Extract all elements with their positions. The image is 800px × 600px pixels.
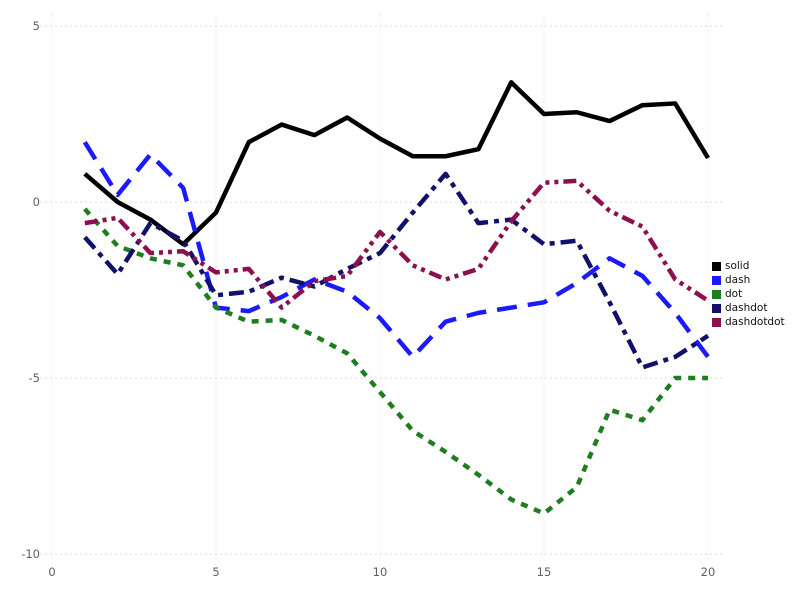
legend-label: solid bbox=[725, 260, 750, 272]
x-axis-tick-label: 5 bbox=[212, 565, 219, 579]
legend-label: dot bbox=[725, 288, 743, 300]
x-axis-tick-label: 10 bbox=[373, 565, 388, 579]
legend-item-dashdot: dashdot bbox=[712, 303, 785, 314]
series-line-dot bbox=[83, 207, 708, 516]
y-axis-tick-label: -5 bbox=[29, 371, 40, 385]
legend-swatch-icon bbox=[712, 304, 721, 313]
legend-label: dashdotdot bbox=[725, 316, 785, 328]
legend-swatch-icon bbox=[712, 318, 721, 327]
x-axis-tick-label: 15 bbox=[537, 565, 552, 579]
legend-swatch-icon bbox=[712, 290, 721, 299]
legend-label: dashdot bbox=[725, 302, 768, 314]
legend: solid dash dot dashdot dashdotdot bbox=[712, 261, 785, 328]
y-axis-tick-label: 5 bbox=[33, 19, 40, 33]
series-line-dashdot bbox=[83, 171, 710, 370]
series-line-solid bbox=[83, 80, 710, 247]
x-axis-tick-label: 20 bbox=[701, 565, 716, 579]
series-line-dashdotdot bbox=[84, 178, 710, 310]
legend-swatch-icon bbox=[712, 276, 721, 285]
legend-item-dot: dot bbox=[712, 289, 785, 300]
legend-swatch-icon bbox=[712, 262, 721, 271]
y-axis-tick-label: -10 bbox=[21, 547, 40, 561]
legend-item-dash: dash bbox=[712, 275, 785, 286]
legend-item-dashdotdot: dashdotdot bbox=[712, 317, 785, 328]
y-axis-tick-label: 0 bbox=[33, 195, 40, 209]
x-axis-tick-label: 0 bbox=[48, 565, 55, 579]
legend-item-solid: solid bbox=[712, 261, 785, 272]
legend-label: dash bbox=[725, 274, 751, 286]
